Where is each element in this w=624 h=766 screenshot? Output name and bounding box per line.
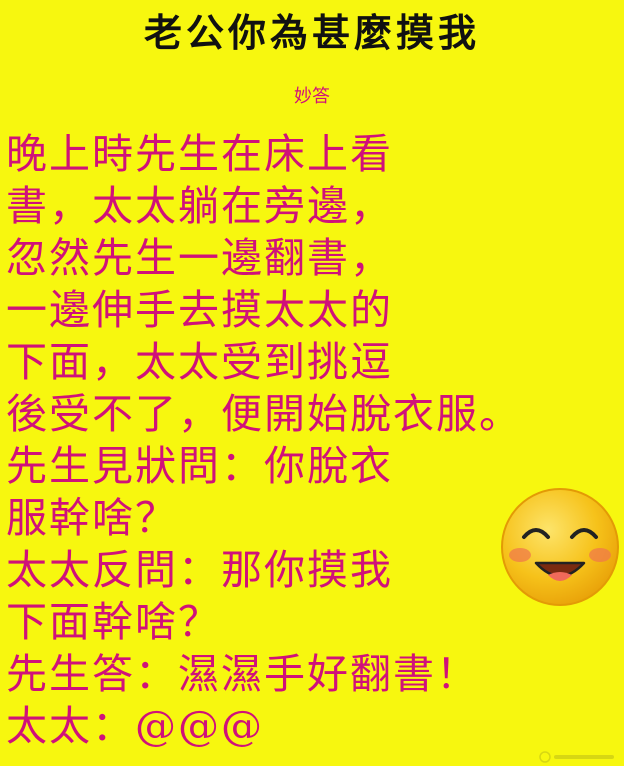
story-line: 忽然先生一邊翻書， — [6, 234, 393, 282]
smiley-face-icon — [501, 488, 619, 606]
story-text: 晚上時先生在床上看 書，太太躺在旁邊， 忽然先生一邊翻書， 一邊伸手去摸太太的 … — [6, 128, 618, 752]
story-line: 書，太太躺在旁邊， — [6, 182, 393, 230]
story-line: 晚上時先生在床上看 — [6, 130, 393, 178]
subtitle: 妙答 — [294, 86, 330, 107]
story-line: 下面幹啥？ — [6, 598, 221, 646]
story-line: 太太：@@@ — [6, 702, 264, 750]
story-line: 一邊伸手去摸太太的 — [6, 286, 393, 334]
page-title: 老公你為甚麼摸我 — [143, 10, 480, 55]
story-line: 太太反問：那你摸我 — [6, 546, 393, 594]
watermark-mark — [539, 751, 614, 763]
story-line: 先生答：濕濕手好翻書！ — [6, 650, 479, 698]
story-line: 後受不了，便開始脫衣服。 — [6, 390, 522, 438]
story-line: 下面，太太受到挑逗 — [6, 338, 393, 386]
story-line: 先生見狀問：你脫衣 — [6, 442, 393, 490]
story-line: 服幹啥？ — [6, 494, 178, 542]
